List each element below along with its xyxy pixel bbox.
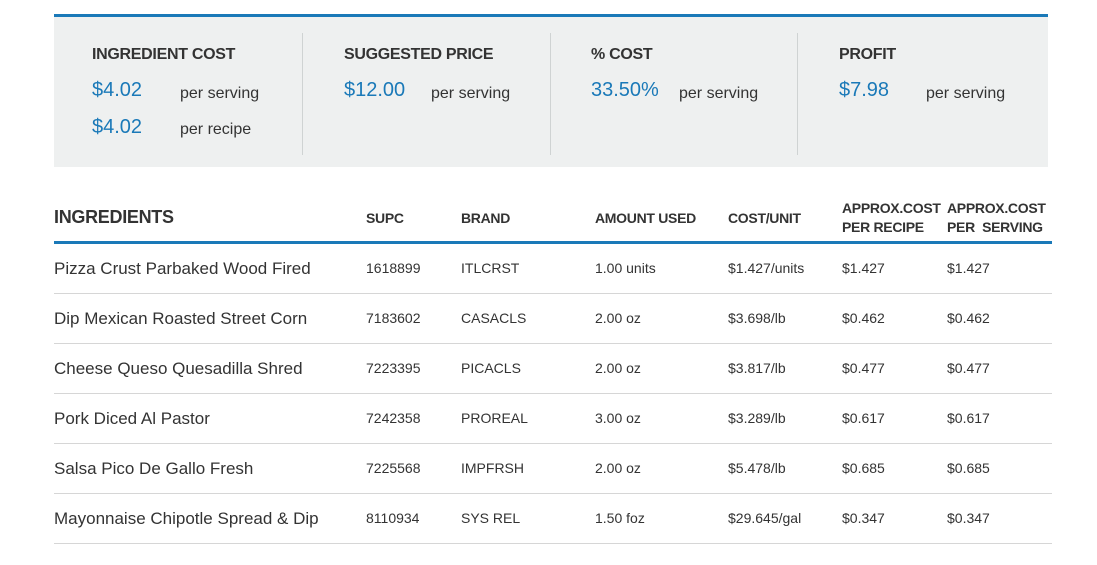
- brand-cell: PICACLS: [461, 360, 521, 376]
- percent-cost-value: 33.50%: [591, 79, 659, 101]
- percent-cost-label: per serving: [679, 85, 759, 102]
- supc-cell: 7183602: [366, 310, 421, 326]
- table-row: Pork Diced Al Pastor 7242358 PROREAL 3.0…: [54, 394, 1052, 444]
- ingredient-cost-per-recipe-value: $4.02: [92, 116, 143, 138]
- ingredient-cost-per-recipe-label: per recipe: [180, 121, 252, 138]
- percent-cost-title: % COST: [591, 46, 653, 63]
- per-recipe-cell: $0.477: [842, 360, 885, 376]
- ingredient-name: Pork Diced Al Pastor: [54, 409, 210, 428]
- per-recipe-cell: $0.347: [842, 510, 885, 526]
- header-ingredients: INGREDIENTS: [54, 207, 174, 227]
- profit-section: PROFIT $7.98 per serving: [798, 33, 1048, 155]
- brand-cell: CASACLS: [461, 310, 527, 326]
- suggested-price-title: SUGGESTED PRICE: [344, 46, 494, 63]
- amount-cell: 1.00 units: [595, 260, 656, 276]
- amount-cell: 2.00 oz: [595, 360, 641, 376]
- cost-unit-cell: $1.427/units: [728, 260, 805, 276]
- suggested-price-section: SUGGESTED PRICE $12.00 per serving: [303, 33, 551, 155]
- header-supc: SUPC: [366, 210, 404, 226]
- per-recipe-cell: $0.462: [842, 310, 885, 326]
- per-serving-cell: $0.685: [947, 460, 990, 476]
- supc-cell: 7225568: [366, 460, 421, 476]
- header-brand: BRAND: [461, 210, 511, 226]
- ingredient-name: Salsa Pico De Gallo Fresh: [54, 459, 254, 478]
- cost-unit-cell: $29.645/gal: [728, 510, 802, 526]
- header-approx-cost-per-recipe-line2: PER RECIPE: [842, 219, 924, 235]
- ingredient-cost-title: INGREDIENT COST: [92, 46, 236, 63]
- per-serving-cell: $0.477: [947, 360, 990, 376]
- ingredient-cost-per-serving-value: $4.02: [92, 79, 143, 101]
- ingredient-name: Pizza Crust Parbaked Wood Fired: [54, 259, 311, 278]
- per-serving-cell: $0.462: [947, 310, 990, 326]
- ingredient-cost-per-serving-label: per serving: [180, 85, 260, 102]
- brand-cell: PROREAL: [461, 410, 528, 426]
- cost-unit-cell: $3.817/lb: [728, 360, 786, 376]
- amount-cell: 2.00 oz: [595, 460, 641, 476]
- amount-cell: 1.50 foz: [595, 510, 645, 526]
- profit-title: PROFIT: [839, 46, 896, 63]
- ingredient-name: Cheese Queso Quesadilla Shred: [54, 359, 303, 378]
- cost-summary-panel: INGREDIENT COST $4.02 per serving $4.02 …: [54, 14, 1048, 167]
- percent-cost-section: % COST 33.50% per serving: [551, 33, 798, 155]
- suggested-price-value: $12.00: [344, 79, 406, 101]
- ingredient-name: Mayonnaise Chipotle Spread & Dip: [54, 509, 319, 528]
- table-header: INGREDIENTS SUPC BRAND AMOUNT USED COST/…: [54, 195, 1052, 244]
- header-amount-used: AMOUNT USED: [595, 210, 696, 226]
- profit-label: per serving: [926, 85, 1006, 102]
- ingredient-cost-section: INGREDIENT COST $4.02 per serving $4.02 …: [54, 33, 303, 155]
- header-approx-cost-per-serving-line1: APPROX.COST: [947, 200, 1046, 216]
- suggested-price-label: per serving: [431, 85, 511, 102]
- per-recipe-cell: $1.427: [842, 260, 885, 276]
- per-serving-cell: $0.617: [947, 410, 990, 426]
- brand-cell: IMPFRSH: [461, 460, 524, 476]
- ingredients-table: INGREDIENTS SUPC BRAND AMOUNT USED COST/…: [54, 195, 1052, 544]
- table-row: Cheese Queso Quesadilla Shred 7223395 PI…: [54, 344, 1052, 394]
- table-row: Mayonnaise Chipotle Spread & Dip 8110934…: [54, 494, 1052, 544]
- supc-cell: 7223395: [366, 360, 421, 376]
- header-approx-cost-per-recipe-line1: APPROX.COST: [842, 200, 941, 216]
- per-serving-cell: $1.427: [947, 260, 990, 276]
- brand-cell: ITLCRST: [461, 260, 520, 276]
- ingredient-name: Dip Mexican Roasted Street Corn: [54, 309, 308, 328]
- table-row: Salsa Pico De Gallo Fresh 7225568 IMPFRS…: [54, 444, 1052, 494]
- cost-unit-cell: $3.289/lb: [728, 410, 786, 426]
- header-approx-cost-per-serving-line2: PER SERVING: [947, 219, 1043, 235]
- amount-cell: 3.00 oz: [595, 410, 641, 426]
- amount-cell: 2.00 oz: [595, 310, 641, 326]
- per-serving-cell: $0.347: [947, 510, 990, 526]
- header-cost-unit: COST/UNIT: [728, 210, 801, 226]
- supc-cell: 8110934: [366, 510, 420, 526]
- table-row: Dip Mexican Roasted Street Corn 7183602 …: [54, 294, 1052, 344]
- supc-cell: 1618899: [366, 260, 421, 276]
- cost-unit-cell: $3.698/lb: [728, 310, 786, 326]
- supc-cell: 7242358: [366, 410, 421, 426]
- per-recipe-cell: $0.617: [842, 410, 885, 426]
- table-row: Pizza Crust Parbaked Wood Fired 1618899 …: [54, 244, 1052, 294]
- cost-unit-cell: $5.478/lb: [728, 460, 786, 476]
- profit-value: $7.98: [839, 79, 890, 101]
- per-recipe-cell: $0.685: [842, 460, 885, 476]
- brand-cell: SYS REL: [461, 510, 521, 526]
